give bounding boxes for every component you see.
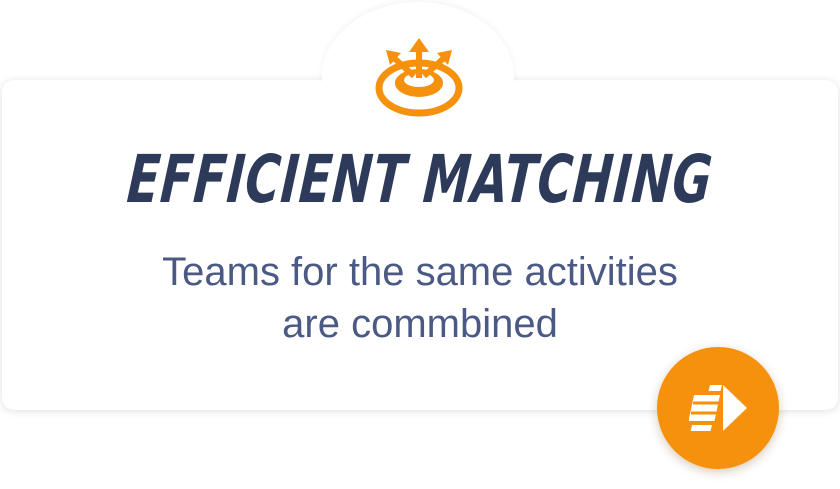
next-button[interactable] [657, 347, 779, 469]
feature-title: EFFICIENT MATCHING [124, 141, 716, 218]
target-arrows-icon [375, 38, 463, 117]
feature-description: Teams for the same activities are commbi… [60, 246, 780, 350]
description-line-2: are commbined [282, 302, 558, 346]
forward-arrow-icon [689, 385, 747, 431]
description-line-1: Teams for the same activities [162, 250, 678, 294]
